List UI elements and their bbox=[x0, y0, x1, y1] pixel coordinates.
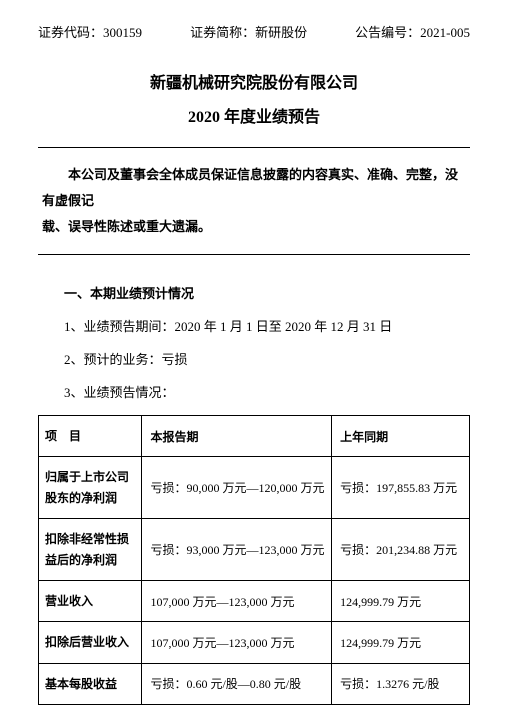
ann-label: 公告编号： bbox=[355, 25, 420, 40]
row-previous: 亏损：1.3276 元/股 bbox=[332, 663, 470, 704]
row-current: 亏损：0.60 元/股—0.80 元/股 bbox=[142, 663, 332, 704]
col-header-previous: 上年同期 bbox=[332, 416, 470, 457]
title-block: 新疆机械研究院股份有限公司 2020 年度业绩预告 bbox=[38, 69, 470, 127]
row-current: 107,000 万元—123,000 万元 bbox=[142, 622, 332, 663]
security-short: 证券简称：新研股份 bbox=[190, 22, 307, 41]
disclaimer-box: 本公司及董事会全体成员保证信息披露的内容真实、准确、完整，没有虚假记 载、误导性… bbox=[38, 147, 470, 255]
code-label: 证券代码： bbox=[38, 25, 103, 40]
table-header-row: 项 目 本报告期 上年同期 bbox=[39, 416, 470, 457]
row-previous: 124,999.79 万元 bbox=[332, 580, 470, 621]
short-value: 新研股份 bbox=[255, 25, 307, 40]
table-row: 营业收入 107,000 万元—123,000 万元 124,999.79 万元 bbox=[39, 580, 470, 621]
row-label: 扣除后营业收入 bbox=[39, 622, 142, 663]
header-row: 证券代码：300159 证券简称：新研股份 公告编号：2021-005 bbox=[38, 22, 470, 41]
announcement-title: 2020 年度业绩预告 bbox=[38, 103, 470, 127]
code-value: 300159 bbox=[103, 25, 142, 40]
security-code: 证券代码：300159 bbox=[38, 22, 142, 41]
row-previous: 124,999.79 万元 bbox=[332, 622, 470, 663]
document-container: 证券代码：300159 证券简称：新研股份 公告编号：2021-005 新疆机械… bbox=[0, 0, 508, 705]
body-line-type: 2、预计的业务：亏损 bbox=[38, 349, 470, 368]
short-label: 证券简称： bbox=[190, 25, 255, 40]
row-current: 亏损：90,000 万元—120,000 万元 bbox=[142, 457, 332, 519]
col-header-item: 项 目 bbox=[39, 416, 142, 457]
company-name: 新疆机械研究院股份有限公司 bbox=[38, 69, 470, 93]
row-previous: 亏损：197,855.83 万元 bbox=[332, 457, 470, 519]
table-row: 扣除后营业收入 107,000 万元—123,000 万元 124,999.79… bbox=[39, 622, 470, 663]
row-previous: 亏损：201,234.88 万元 bbox=[332, 519, 470, 581]
body-line-period: 1、业绩预告期间：2020 年 1 月 1 日至 2020 年 12 月 31 … bbox=[38, 316, 470, 335]
col-header-current: 本报告期 bbox=[142, 416, 332, 457]
row-label: 营业收入 bbox=[39, 580, 142, 621]
row-current: 亏损：93,000 万元—123,000 万元 bbox=[142, 519, 332, 581]
announcement-number: 公告编号：2021-005 bbox=[355, 22, 470, 41]
table-row: 基本每股收益 亏损：0.60 元/股—0.80 元/股 亏损：1.3276 元/… bbox=[39, 663, 470, 704]
disclaimer-line2: 载、误导性陈述或重大遗漏。 bbox=[42, 214, 466, 240]
body-line-table-intro: 3、业绩预告情况： bbox=[38, 382, 470, 401]
row-label: 归属于上市公司股东的净利润 bbox=[39, 457, 142, 519]
earnings-table: 项 目 本报告期 上年同期 归属于上市公司股东的净利润 亏损：90,000 万元… bbox=[38, 415, 470, 705]
row-label: 扣除非经常性损益后的净利润 bbox=[39, 519, 142, 581]
row-label: 基本每股收益 bbox=[39, 663, 142, 704]
section-heading: 一、本期业绩预计情况 bbox=[38, 283, 470, 302]
table-row: 归属于上市公司股东的净利润 亏损：90,000 万元—120,000 万元 亏损… bbox=[39, 457, 470, 519]
row-current: 107,000 万元—123,000 万元 bbox=[142, 580, 332, 621]
disclaimer-line1: 本公司及董事会全体成员保证信息披露的内容真实、准确、完整，没有虚假记 bbox=[42, 162, 466, 214]
table-row: 扣除非经常性损益后的净利润 亏损：93,000 万元—123,000 万元 亏损… bbox=[39, 519, 470, 581]
ann-value: 2021-005 bbox=[420, 25, 470, 40]
